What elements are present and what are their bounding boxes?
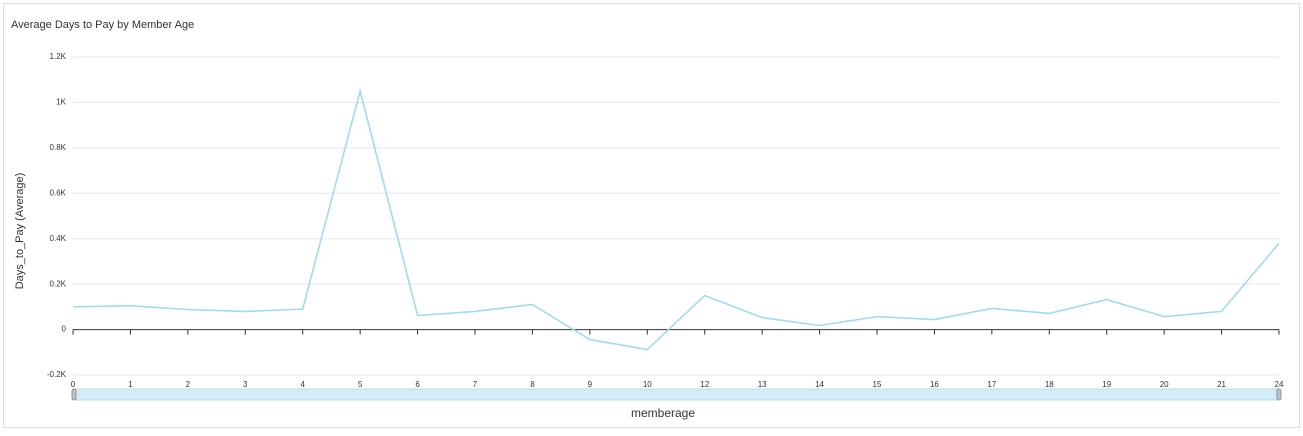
x-tick-label: 7 bbox=[473, 380, 478, 389]
x-tick-label: 2 bbox=[186, 380, 191, 389]
x-tick-label: 4 bbox=[300, 380, 305, 389]
y-axis-title: Days_to_Pay (Average) bbox=[14, 173, 26, 290]
x-axis-title: memberage bbox=[631, 406, 695, 420]
y-tick-label: 0.4K bbox=[50, 234, 67, 243]
x-tick-label: 1 bbox=[128, 380, 133, 389]
y-tick-label: 0.8K bbox=[50, 143, 67, 152]
x-tick-label: 21 bbox=[1217, 380, 1226, 389]
x-tick-label: 16 bbox=[930, 380, 939, 389]
chart-title: Average Days to Pay by Member Age bbox=[11, 19, 194, 31]
scroll-handle[interactable] bbox=[71, 388, 77, 401]
scrollbar[interactable] bbox=[72, 388, 1280, 401]
x-tick-label: 14 bbox=[815, 380, 824, 389]
x-tick-label: 20 bbox=[1160, 380, 1169, 389]
y-tick-label: 0.6K bbox=[50, 188, 67, 197]
x-tick-label: 8 bbox=[530, 380, 535, 389]
x-tick-label: 17 bbox=[987, 380, 996, 389]
x-tick-label: 13 bbox=[758, 380, 767, 389]
x-tick-label: 24 bbox=[1275, 380, 1284, 389]
x-tick-label: 9 bbox=[588, 380, 593, 389]
x-tick-label: 15 bbox=[873, 380, 882, 389]
y-tick-label: 1K bbox=[56, 98, 66, 107]
y-tick-label: 0 bbox=[62, 325, 67, 334]
line-series bbox=[72, 87, 1280, 351]
y-tick-label: -0.2K bbox=[47, 370, 67, 379]
x-tick-label: 3 bbox=[243, 380, 248, 389]
x-tick-label: 6 bbox=[415, 380, 420, 389]
scroll-handle[interactable] bbox=[1276, 388, 1282, 401]
chart-frame bbox=[3, 3, 1300, 428]
x-tick-label: 5 bbox=[358, 380, 363, 389]
x-tick-label: 0 bbox=[71, 380, 76, 389]
x-tick-label: 12 bbox=[700, 380, 709, 389]
x-tick-label: 18 bbox=[1045, 380, 1054, 389]
y-tick-label: 0.2K bbox=[50, 279, 67, 288]
x-tick-label: 19 bbox=[1102, 380, 1111, 389]
y-tick-label: 1.2K bbox=[50, 52, 67, 61]
x-tick-label: 10 bbox=[643, 380, 652, 389]
